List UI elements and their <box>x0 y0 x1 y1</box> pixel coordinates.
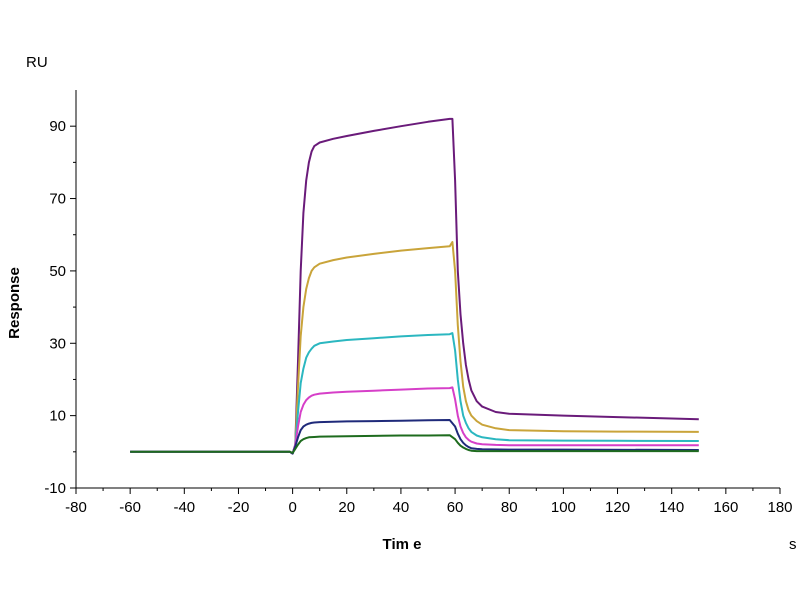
x-axis-title: Tim e <box>383 536 422 553</box>
x-tick-label: 80 <box>501 499 518 516</box>
y-tick-label: 30 <box>49 335 66 352</box>
y-tick-label: -10 <box>44 480 66 497</box>
series-line-3 <box>130 332 699 455</box>
x-tick-label: 20 <box>338 499 355 516</box>
x-tick-label: 160 <box>713 499 738 516</box>
x-tick-label: -20 <box>228 499 250 516</box>
series-line-1 <box>130 117 699 455</box>
y-tick-label: 10 <box>49 408 66 425</box>
y-tick-label: 50 <box>49 263 66 280</box>
y-tick-label: 90 <box>49 118 66 135</box>
x-tick-label: -60 <box>119 499 141 516</box>
series-line-2 <box>130 241 699 455</box>
x-tick-label: 120 <box>605 499 630 516</box>
x-tick-label: -40 <box>173 499 195 516</box>
x-tick-label: 140 <box>659 499 684 516</box>
x-tick-label: 180 <box>767 499 792 516</box>
x-unit-label: s <box>789 536 797 553</box>
y-axis-title: Response <box>6 267 23 339</box>
x-tick-label: 40 <box>393 499 410 516</box>
y-tick-label: 70 <box>49 191 66 208</box>
series-line-6 <box>130 434 699 454</box>
x-tick-label: -80 <box>65 499 87 516</box>
axes: -80 -60 -40 -20 0 20 40 60 80 100 120 140 160 180 -10 1… <box>44 90 793 516</box>
y-unit-label: RU <box>26 54 48 71</box>
series-layer <box>130 117 699 455</box>
series-line-4 <box>130 386 699 455</box>
series-line-5 <box>130 419 699 455</box>
x-tick-label: 0 <box>288 499 296 516</box>
x-tick-label: 60 <box>447 499 464 516</box>
x-tick-label: 100 <box>551 499 576 516</box>
